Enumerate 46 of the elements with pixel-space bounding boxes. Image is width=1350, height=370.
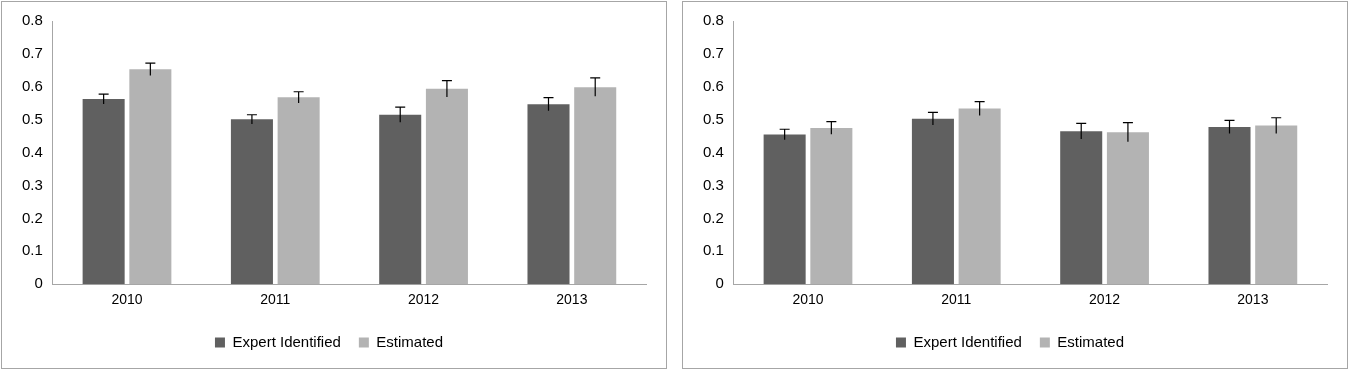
bar — [277, 97, 320, 285]
y-tick-label: 0.2 — [702, 208, 724, 226]
y-tick-label: 0 — [715, 274, 724, 292]
bar — [958, 108, 1001, 285]
y-tick-label: 0.7 — [21, 44, 43, 62]
bar — [230, 119, 273, 285]
y-tick-label: 0.3 — [702, 175, 724, 193]
y-tick-label: 0.3 — [21, 175, 43, 193]
y-tick-label: 0.1 — [702, 241, 724, 259]
x-tick-label: 2012 — [1088, 291, 1121, 308]
legend-label: Expert Identified — [232, 332, 341, 350]
x-tick-label: 2012 — [407, 291, 440, 308]
bar — [527, 104, 570, 285]
y-tick-label: 0.2 — [21, 208, 43, 226]
y-tick-label: 0.5 — [702, 109, 724, 127]
bar — [1060, 131, 1103, 285]
legend-label: Expert Identified — [913, 332, 1022, 350]
legend-label: Estimated — [376, 332, 444, 350]
bar — [129, 69, 172, 285]
x-tick-label: 2013 — [1237, 291, 1269, 308]
y-tick-label: 0.7 — [702, 44, 724, 62]
y-tick-label: 0.4 — [702, 142, 724, 160]
y-tick-label: 0.5 — [21, 109, 43, 127]
x-tick-label: 2011 — [941, 291, 972, 308]
y-tick-label: 0.8 — [702, 11, 724, 29]
y-tick-label: 0 — [34, 274, 43, 292]
legend-label: Estimated — [1057, 332, 1125, 350]
x-tick-label: 2013 — [556, 291, 588, 308]
x-tick-label: 2010 — [792, 291, 824, 308]
y-tick-label: 0.8 — [21, 11, 43, 29]
bar — [574, 87, 617, 285]
bar — [1106, 132, 1149, 285]
bar — [82, 98, 125, 285]
bar — [1208, 126, 1251, 285]
y-tick-label: 0.1 — [21, 241, 43, 259]
bar — [1255, 125, 1298, 285]
x-tick-label: 2011 — [260, 291, 291, 308]
bar — [911, 118, 954, 285]
bar — [425, 88, 468, 285]
x-tick-label: 2010 — [111, 291, 143, 308]
bar — [810, 127, 853, 285]
y-tick-label: 0.6 — [702, 76, 724, 94]
bar — [379, 114, 422, 285]
y-tick-label: 0.4 — [21, 142, 43, 160]
y-tick-label: 0.6 — [21, 76, 43, 94]
bar — [763, 134, 806, 285]
